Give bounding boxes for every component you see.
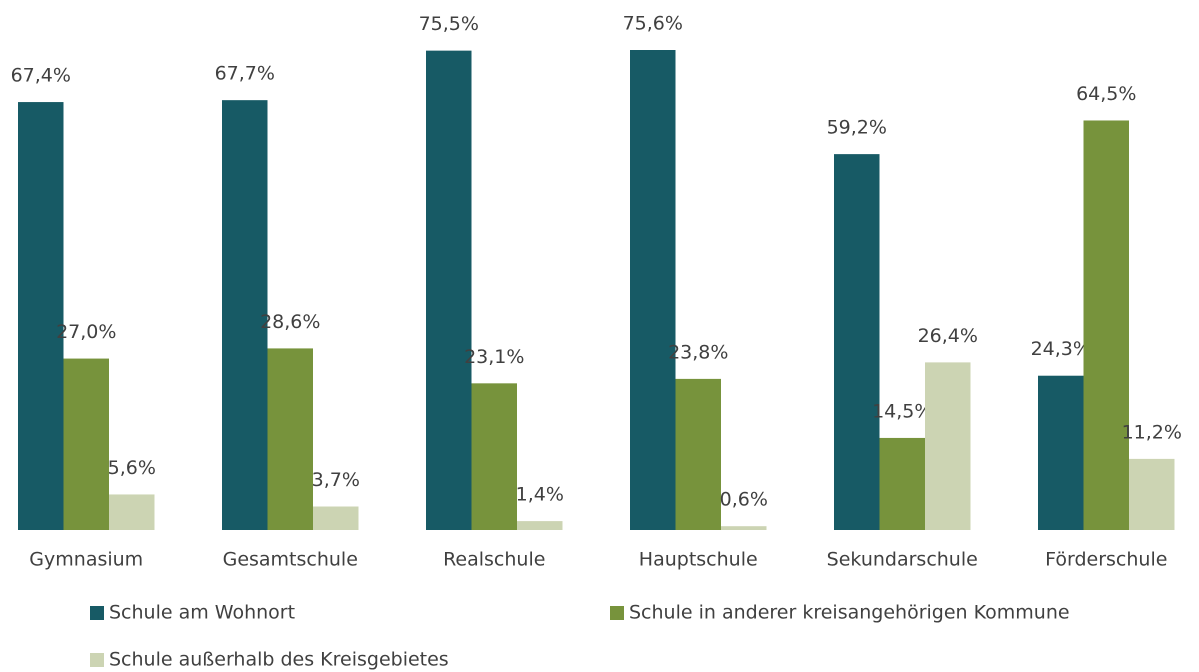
data-label: 59,2%: [827, 117, 887, 139]
legend-swatch: [90, 653, 104, 667]
data-label: 28,6%: [260, 311, 320, 333]
legend-label: Schule in anderer kreisangehörigen Kommu…: [629, 602, 1070, 624]
bar: [1038, 375, 1084, 530]
data-label: 14,5%: [872, 400, 932, 422]
data-label: 67,7%: [215, 63, 275, 85]
data-label: 67,4%: [11, 65, 71, 87]
bar: [313, 506, 359, 530]
data-label: 5,6%: [108, 457, 156, 479]
bar: [222, 100, 268, 531]
bar: [721, 526, 767, 530]
data-label: 75,5%: [419, 13, 479, 35]
bar: [1129, 458, 1175, 530]
data-label: 1,4%: [516, 484, 564, 506]
data-label: 11,2%: [1122, 421, 1182, 443]
bar: [267, 348, 313, 530]
x-tick-label: Gesamtschule: [223, 549, 358, 571]
legend-swatch: [610, 606, 624, 620]
legend-label: Schule am Wohnort: [109, 602, 295, 624]
x-tick-label: Realschule: [443, 549, 545, 571]
bar: [675, 378, 721, 530]
bar: [517, 521, 563, 530]
data-label: 26,4%: [918, 325, 978, 347]
bar: [630, 50, 676, 530]
data-label: 23,8%: [668, 341, 728, 363]
bar: [471, 383, 517, 530]
x-tick-label: Gymnasium: [29, 549, 143, 571]
data-label: 3,7%: [312, 469, 360, 491]
data-label: 75,6%: [623, 13, 683, 35]
data-label: 64,5%: [1076, 83, 1136, 105]
bar: [109, 494, 155, 530]
data-label: 0,6%: [720, 489, 768, 511]
data-label: 24,3%: [1031, 338, 1091, 360]
bar: [834, 154, 880, 530]
bar: [1083, 120, 1129, 530]
bar: [426, 50, 472, 531]
bar: [63, 358, 109, 530]
x-tick-label: Förderschule: [1045, 549, 1167, 571]
data-label: 27,0%: [56, 321, 116, 343]
bar: [18, 102, 64, 531]
legend-swatch: [90, 606, 104, 620]
x-tick-label: Hauptschule: [639, 549, 758, 571]
bar: [925, 362, 971, 530]
x-tick-label: Sekundarschule: [827, 549, 978, 571]
bar: [879, 437, 925, 530]
legend-label: Schule außerhalb des Kreisgebietes: [109, 649, 449, 671]
data-label: 23,1%: [464, 346, 524, 368]
